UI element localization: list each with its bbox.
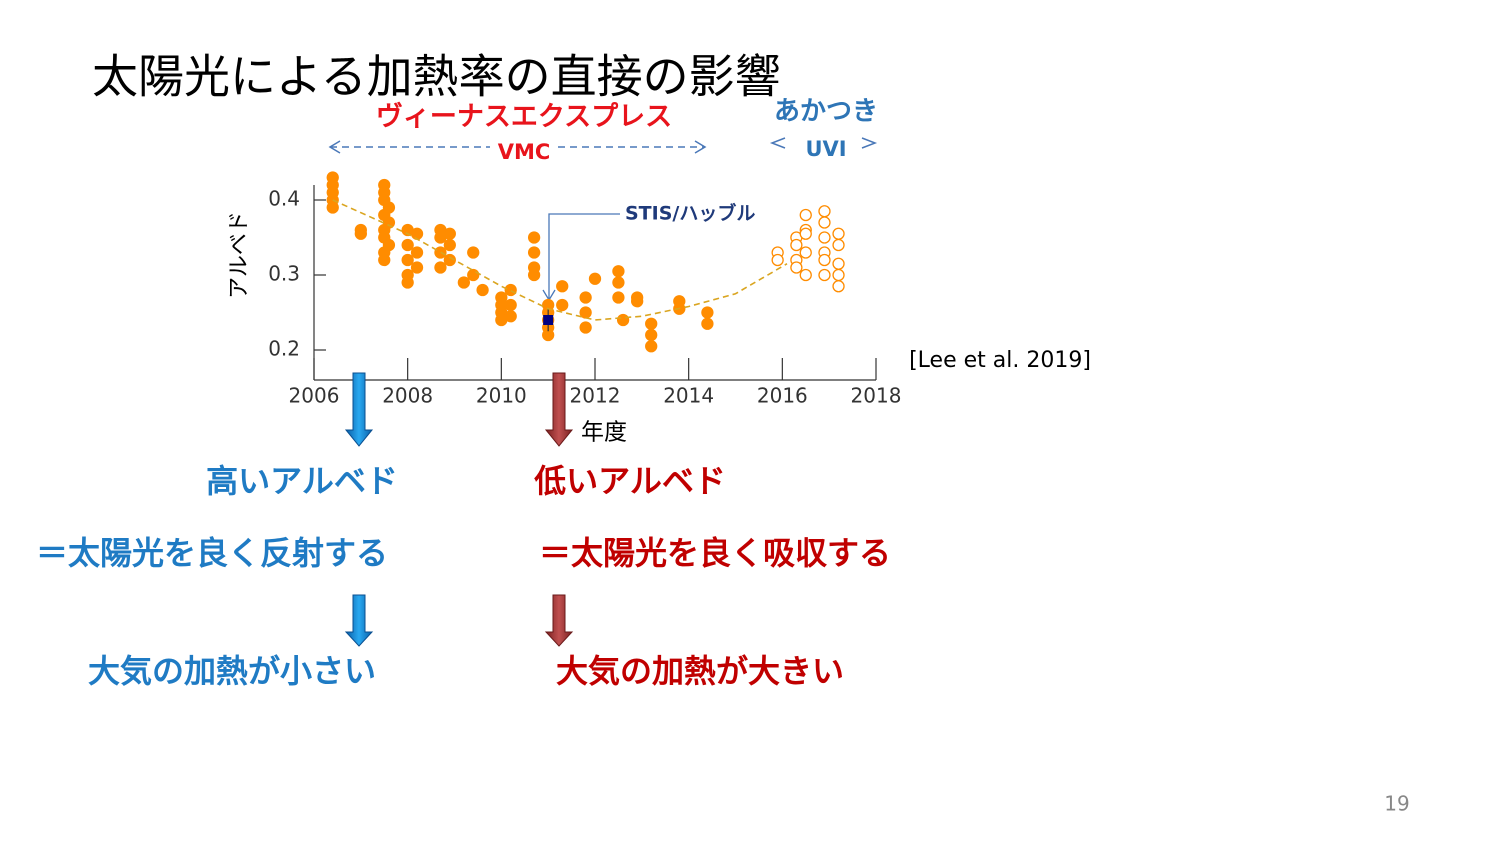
point <box>790 238 803 252</box>
point <box>527 268 541 282</box>
right-heading: 低いアルベド <box>534 462 726 500</box>
right-text: ＝太陽光を良く吸収する <box>539 534 891 572</box>
arrow-head <box>328 140 707 154</box>
point <box>401 253 414 267</box>
point <box>612 265 625 278</box>
point <box>443 253 456 267</box>
point <box>832 280 845 293</box>
point <box>588 272 602 285</box>
x-tick-label: 2008 <box>382 384 433 408</box>
point <box>504 298 517 312</box>
point <box>326 201 339 214</box>
point <box>457 276 471 289</box>
point <box>410 227 424 240</box>
down-arrow <box>544 594 574 647</box>
conclusions: 高いアルベド ＝太陽光を良く反射する 大気の加熱が小さい 低いアルベド ＝太陽光… <box>36 462 891 690</box>
annotation: ヴィーナスエクスプレス <box>376 101 672 133</box>
point <box>612 276 625 289</box>
point <box>832 227 845 240</box>
point <box>556 298 569 312</box>
point <box>476 283 489 297</box>
point <box>818 205 831 218</box>
point <box>434 261 447 274</box>
point <box>527 231 541 244</box>
down-arrow <box>344 372 374 447</box>
point <box>818 231 831 244</box>
point <box>434 246 447 259</box>
point <box>354 227 367 240</box>
point <box>556 280 569 293</box>
point <box>645 328 658 342</box>
point <box>579 321 592 334</box>
y-axis-label: アルベド <box>227 211 252 299</box>
point <box>799 208 812 222</box>
left-text: ＝太陽光を良く反射する <box>36 534 388 572</box>
point <box>818 253 831 267</box>
point <box>616 313 630 327</box>
x-tick-label: 2012 <box>570 384 621 408</box>
point <box>527 246 541 259</box>
point <box>504 283 517 297</box>
x-tick-label: 2016 <box>757 384 808 408</box>
point <box>771 253 784 267</box>
series-label: VMC <box>498 140 551 164</box>
left-heading: 高いアルベド <box>206 462 398 500</box>
arrow-head <box>769 137 878 149</box>
page-number: 19 <box>1384 792 1409 816</box>
point <box>401 276 414 289</box>
point <box>401 238 414 252</box>
y-tick-label: 0.3 <box>268 262 300 286</box>
point <box>799 268 812 282</box>
point <box>832 268 845 282</box>
x-tick-label: 2006 <box>289 384 340 408</box>
source: [Lee et al. 2019] <box>909 348 1091 373</box>
point <box>443 238 456 252</box>
point <box>443 227 456 240</box>
point <box>467 246 480 259</box>
point <box>645 317 658 330</box>
left-text: 大気の加熱が小さい <box>88 652 376 690</box>
series-label: STIS/ハッブル <box>625 202 755 225</box>
y-tick-label: 0.2 <box>268 337 300 361</box>
series-label: UVI <box>805 137 846 161</box>
callout <box>542 213 620 302</box>
point <box>378 253 391 267</box>
down-arrow <box>544 372 574 447</box>
point <box>631 295 644 308</box>
point <box>382 201 396 214</box>
point <box>790 261 803 274</box>
point <box>701 306 714 319</box>
chart: ヴィーナスエクスプレス VMC あかつき UVI STIS/ハッブル アルベド … <box>227 97 1091 446</box>
arrows <box>344 372 574 647</box>
point <box>799 227 812 240</box>
point <box>612 291 625 304</box>
label-bg <box>490 137 558 159</box>
point <box>818 216 831 229</box>
point <box>504 310 517 323</box>
point <box>818 268 831 282</box>
point <box>832 257 845 270</box>
point <box>701 317 714 330</box>
point <box>382 238 396 252</box>
down-arrow <box>344 594 374 647</box>
point <box>579 291 592 304</box>
right-text: 大気の加熱が大きい <box>556 652 844 690</box>
point <box>832 238 845 252</box>
x-axis-label: 年度 <box>581 420 627 446</box>
y-tick-label: 0.4 <box>268 187 300 211</box>
point <box>467 268 480 282</box>
point <box>410 246 424 259</box>
slide-title: 太陽光による加熱率の直接の影響 <box>92 50 781 104</box>
annotation: あかつき <box>774 97 878 127</box>
x-tick-label: 2014 <box>663 384 714 408</box>
point <box>543 315 554 325</box>
x-tick-label: 2018 <box>851 384 902 408</box>
x-tick-label: 2010 <box>476 384 527 408</box>
point <box>645 340 658 353</box>
point <box>799 246 812 259</box>
point <box>410 261 424 274</box>
